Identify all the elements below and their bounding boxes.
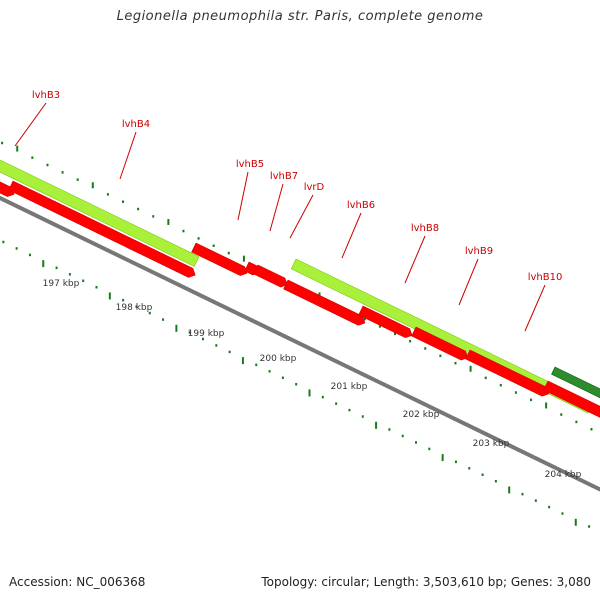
scale-label: 198 kbp (116, 303, 153, 313)
gene-label: lvhB3 (32, 90, 60, 101)
gene-label-leader (269, 183, 284, 232)
gene-label: lvhB8 (411, 223, 439, 234)
scale-label: 200 kbp (260, 354, 297, 364)
genome-summary-text: Topology: circular; Length: 3,503,610 bp… (261, 575, 591, 589)
gene-label-leader (341, 212, 362, 259)
gene-label: lvhB4 (122, 119, 150, 130)
genome-backbone (0, 195, 600, 492)
scale-tick-marks (2, 240, 591, 528)
reverse-gene-1 (0, 181, 15, 197)
map-title: Legionella pneumophila str. Paris, compl… (116, 9, 484, 24)
gene-label-leaders (14, 102, 546, 332)
gene-labels: lvhB3 lvhB4 lvhB5 lvhB7 lvrD lvhB6 lvhB8 lvhB9 l… (32, 90, 562, 283)
gene-label-leader (289, 194, 314, 239)
reverse-gene-6 (283, 279, 366, 326)
reverse-gene-8 (411, 326, 469, 361)
scale-labels: 197 kbp 198 kbp 199 kbp 200 kbp 201 kbp 202 k… (43, 279, 582, 480)
gene-label: lvhB6 (347, 200, 375, 211)
reverse-gene-10 (543, 380, 600, 418)
reverse-gene-3 (191, 242, 248, 276)
scale-label: 197 kbp (43, 279, 80, 289)
gene-label: lvhB7 (270, 171, 298, 182)
gene-label: lvhB9 (465, 246, 493, 257)
scale-label: 201 kbp (331, 382, 368, 392)
scale-label: 202 kbp (403, 410, 440, 420)
reverse-gene-7 (358, 305, 413, 339)
scale-label: 203 kbp (473, 439, 510, 449)
gene-label-leader (119, 131, 137, 180)
reverse-gene-2 (8, 180, 196, 278)
scale-label: 204 kbp (545, 470, 582, 480)
gene-label-leader (237, 171, 249, 221)
accession-text: Accession: NC_006368 (9, 575, 146, 589)
gene-label-leader (458, 258, 479, 306)
gene-label: lvhB5 (236, 159, 264, 170)
gene-label-leader (404, 235, 426, 284)
gene-label-leader (524, 284, 546, 332)
gene-label-leader (14, 102, 47, 147)
forward-gene-1 (0, 159, 200, 267)
reverse-strand-genes (0, 180, 600, 418)
backbone-line (0, 195, 600, 492)
gene-label: lvhB10 (528, 272, 563, 283)
reverse-gene-5 (253, 264, 288, 288)
scale-label: 199 kbp (188, 329, 225, 339)
forward-gene-3 (551, 366, 600, 399)
reverse-gene-9 (465, 349, 550, 397)
gene-label: lvrD (304, 182, 325, 193)
